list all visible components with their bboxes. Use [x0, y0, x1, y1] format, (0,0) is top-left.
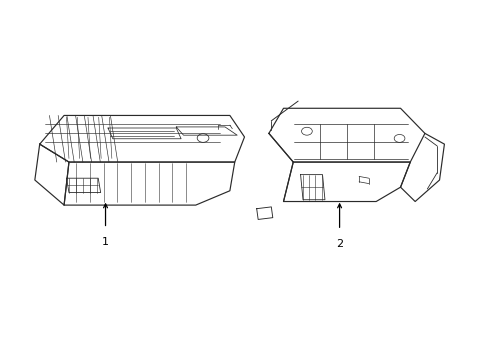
- Text: 1: 1: [102, 237, 109, 247]
- Text: 2: 2: [335, 239, 343, 249]
